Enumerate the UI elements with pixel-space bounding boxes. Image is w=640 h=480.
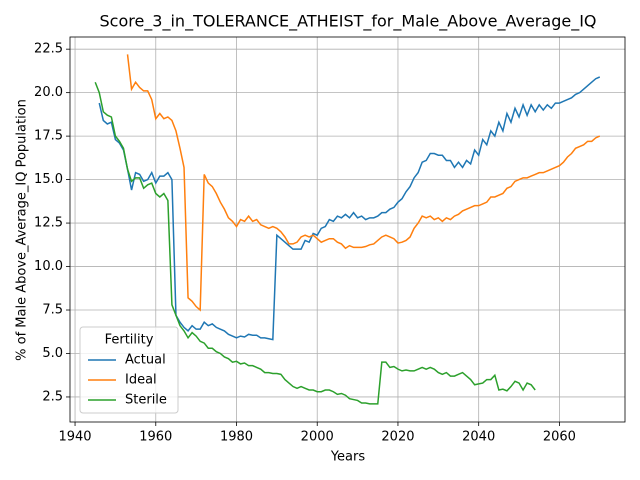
y-tick-label: 20.0 (34, 85, 63, 100)
y-tick-label: 17.5 (34, 129, 63, 144)
y-tick-label: 22.5 (34, 42, 63, 57)
legend-label: Actual (125, 353, 166, 368)
legend-title: Fertility (105, 333, 154, 348)
axes-frame (69, 36, 626, 423)
ticks: 1940 1960 1980 2000 2020 2040 2060 2.5 5.0 7.5 10.… (34, 42, 576, 445)
x-tick-label: 1960 (139, 430, 172, 445)
legend-box (79, 326, 179, 414)
x-tick-label: 1980 (220, 430, 253, 445)
x-tick-label: 2000 (301, 430, 334, 445)
x-tick-label: 1940 (58, 430, 91, 445)
series-line (98, 76, 601, 341)
y-axis-label: % of Male Above_Average_IQ Population (15, 99, 30, 361)
lines (94, 54, 601, 405)
legend-label: Ideal (125, 373, 157, 388)
y-tick-label: 7.5 (42, 303, 63, 318)
y-tick-label: 5.0 (42, 346, 63, 361)
legend-label: Sterile (125, 393, 167, 408)
x-tick-label: 2020 (381, 430, 414, 445)
y-tick-label: 15.0 (34, 172, 63, 187)
legend: Fertility Actual Ideal Sterile (79, 326, 179, 414)
x-axis-label: Years (330, 450, 366, 465)
y-tick-label: 12.5 (34, 216, 63, 231)
y-tick-label: 10.0 (34, 259, 63, 274)
x-tick-label: 2040 (462, 430, 495, 445)
x-tick-label: 2060 (543, 430, 576, 445)
series-line (94, 81, 536, 405)
series-line (126, 54, 601, 312)
chart-title: Score_3_in_TOLERANCE_ATHEIST_for_Male_Ab… (99, 12, 596, 32)
y-tick-label: 2.5 (42, 389, 63, 404)
